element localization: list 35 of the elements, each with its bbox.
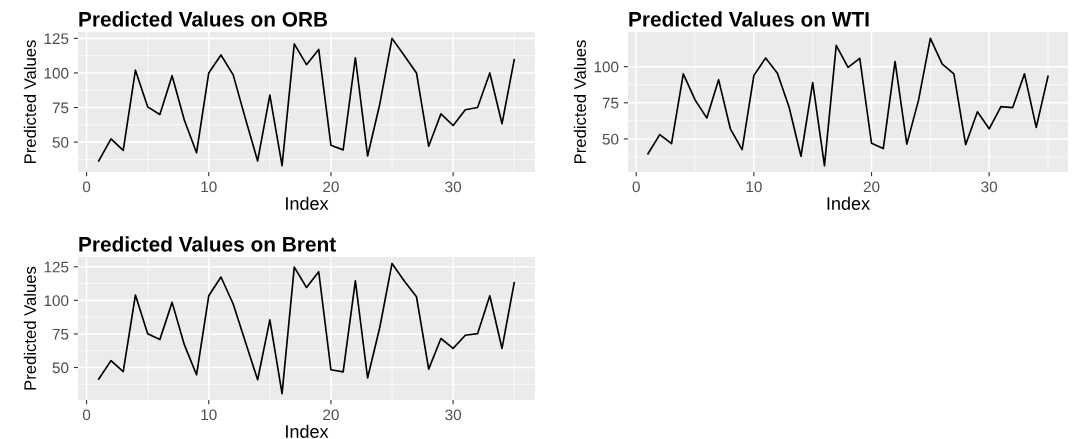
y-axis-title: Predicted Values — [23, 266, 37, 390]
y-tick-label: 125 — [44, 33, 69, 45]
x-tick-label: 10 — [746, 181, 762, 193]
y-axis-title: Predicted Values — [573, 40, 587, 164]
x-tick-label: 0 — [632, 181, 640, 193]
chart-title: Predicted Values on WTI — [629, 11, 869, 27]
y-tick-label: 75 — [602, 97, 619, 109]
y-tick-label: 75 — [52, 102, 69, 114]
line-series — [647, 37, 1049, 167]
y-tick-label: 100 — [44, 67, 69, 79]
x-tick-label: 10 — [201, 409, 217, 421]
y-tick-label: 50 — [52, 362, 69, 374]
y-axis-title: Predicted Values — [23, 40, 37, 164]
x-tick-label: 10 — [201, 181, 217, 193]
x-tick-label: 0 — [82, 409, 91, 421]
chart-title: Predicted Values on Brent — [79, 236, 336, 252]
x-tick-label: 0 — [82, 181, 91, 193]
chart-title: Predicted Values on ORB — [79, 11, 328, 27]
x-tick-label: 20 — [323, 181, 339, 193]
x-axis-title: Index — [286, 196, 329, 210]
y-tick-label: 75 — [52, 328, 69, 340]
x-axis-title: Index — [827, 196, 870, 210]
x-tick-label: 30 — [981, 181, 998, 193]
line-series — [97, 262, 516, 395]
line-series — [97, 37, 516, 167]
x-tick-label: 30 — [445, 181, 462, 193]
y-tick-label: 50 — [52, 136, 69, 148]
y-tick-label: 100 — [44, 295, 69, 307]
y-tick-label: 50 — [602, 133, 619, 145]
y-tick-label: 125 — [44, 261, 69, 273]
x-tick-label: 20 — [323, 409, 339, 421]
x-tick-label: 20 — [863, 181, 880, 193]
x-tick-label: 30 — [445, 409, 462, 421]
x-axis-title: Index — [286, 424, 329, 438]
y-tick-label: 100 — [594, 61, 619, 73]
